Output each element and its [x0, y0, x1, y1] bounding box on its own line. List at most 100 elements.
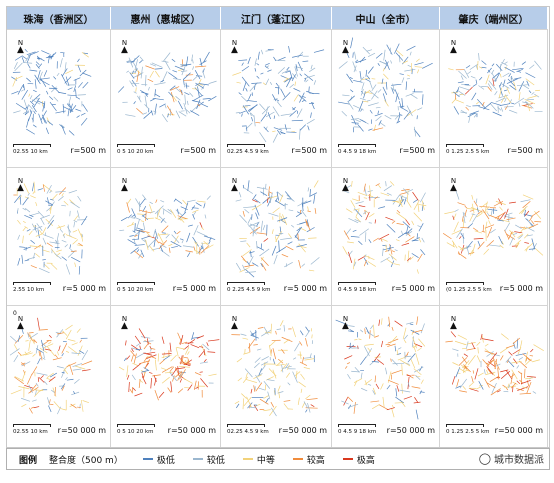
road-segment — [480, 202, 488, 208]
road-segment — [47, 219, 54, 229]
road-segment — [287, 241, 293, 245]
road-segment — [394, 320, 403, 327]
road-segment — [375, 106, 381, 109]
road-segment — [514, 97, 525, 105]
road-segment — [353, 261, 357, 267]
road-segment — [365, 348, 373, 358]
road-segment — [82, 400, 90, 403]
road-segment — [345, 228, 351, 236]
road-segment — [183, 78, 185, 85]
road-segment — [309, 67, 316, 72]
road-segment — [508, 231, 513, 240]
road-segment — [445, 340, 453, 343]
road-segment — [490, 103, 497, 112]
road-segment — [292, 371, 298, 383]
road-segment — [500, 107, 504, 112]
road-segment — [154, 389, 159, 401]
road-segment — [420, 323, 425, 334]
road-segment — [148, 372, 153, 374]
road-segment — [270, 401, 275, 408]
road-segment — [159, 245, 164, 252]
road-segment — [21, 89, 28, 100]
road-segment — [384, 100, 389, 107]
road-segment — [476, 355, 481, 363]
road-segment — [139, 60, 143, 64]
road-segment — [530, 220, 535, 225]
road-segment — [525, 246, 529, 252]
road-segment — [308, 86, 310, 93]
road-segment — [144, 104, 150, 109]
road-segment — [390, 358, 392, 362]
road-segment — [48, 341, 52, 345]
road-segment — [157, 353, 159, 362]
road-segment — [183, 72, 191, 80]
road-segment — [21, 89, 24, 92]
road-segment — [495, 200, 506, 205]
road-segment — [381, 340, 384, 348]
scale-bar — [117, 144, 155, 147]
north-label: N — [450, 177, 457, 185]
road-network-map — [235, 180, 320, 278]
road-segment — [283, 400, 291, 402]
road-segment — [363, 260, 367, 267]
road-segment — [368, 239, 372, 244]
road-segment — [263, 362, 266, 367]
road-segment — [338, 61, 348, 69]
road-segment — [236, 81, 241, 84]
road-segment — [130, 55, 140, 64]
road-segment — [59, 124, 65, 129]
road-segment — [412, 329, 423, 333]
map-grid: 珠海（香洲区） 惠州（惠城区） 江门（蓬江区） 中山（全市） 肇庆（端州区） N… — [6, 6, 550, 448]
road-segment — [70, 248, 74, 253]
road-segment — [161, 376, 170, 384]
road-segment — [481, 338, 494, 342]
road-segment — [145, 75, 147, 87]
road-segment — [200, 378, 208, 388]
scale-label: 0 1.25 2.5 5 km — [446, 149, 490, 155]
road-segment — [410, 358, 416, 369]
road-segment — [12, 76, 17, 87]
road-segment — [72, 368, 82, 371]
road-segment — [487, 86, 492, 92]
road-segment — [21, 361, 31, 367]
road-segment — [501, 333, 509, 340]
road-segment — [348, 344, 355, 350]
road-segment — [42, 237, 47, 245]
road-segment — [298, 259, 301, 269]
road-segment — [175, 96, 181, 101]
road-segment — [170, 354, 177, 362]
road-segment — [62, 330, 68, 336]
column-header-huizhou: 惠州（惠城区） — [111, 7, 221, 29]
road-segment — [263, 395, 269, 399]
road-segment — [235, 403, 240, 409]
north-label: N — [121, 177, 128, 185]
road-segment — [534, 248, 544, 256]
road-segment — [70, 403, 77, 409]
road-segment — [509, 99, 513, 104]
road-segment — [41, 50, 50, 55]
road-segment — [505, 387, 509, 391]
road-segment — [515, 352, 527, 356]
road-segment — [191, 54, 193, 62]
road-segment — [516, 388, 524, 391]
road-segment — [510, 76, 513, 82]
road-segment — [74, 215, 79, 221]
road-segment — [279, 131, 286, 135]
radius-label: r=500 m — [399, 146, 435, 155]
road-segment — [28, 93, 31, 97]
road-segment — [348, 218, 359, 224]
road-segment — [526, 234, 533, 237]
road-segment — [43, 70, 48, 77]
road-segment — [249, 251, 255, 254]
watermark: ◯ 城市数据派 — [479, 451, 544, 466]
road-segment — [353, 208, 360, 211]
road-segment — [28, 384, 33, 394]
road-segment — [201, 344, 207, 357]
road-segment — [519, 226, 526, 234]
zero-mark: 0 — [13, 310, 17, 317]
road-segment — [72, 230, 78, 233]
road-segment — [519, 379, 523, 384]
road-segment — [403, 339, 407, 344]
road-segment — [411, 220, 415, 226]
road-segment — [300, 209, 307, 217]
